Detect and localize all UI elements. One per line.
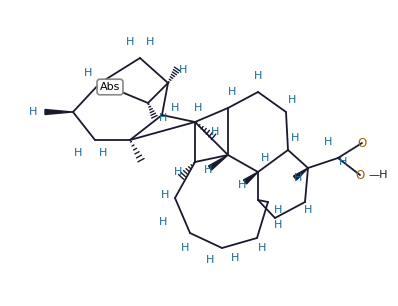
Text: O: O xyxy=(357,136,367,150)
Text: O: O xyxy=(355,169,365,181)
Text: H: H xyxy=(99,148,107,158)
Text: H: H xyxy=(291,133,299,143)
Text: H: H xyxy=(179,65,187,75)
Text: H: H xyxy=(274,220,282,230)
Text: H: H xyxy=(161,190,169,200)
Text: H: H xyxy=(339,157,347,167)
Polygon shape xyxy=(244,172,258,184)
Text: H: H xyxy=(294,173,302,183)
Text: —H: —H xyxy=(368,170,388,180)
Text: H: H xyxy=(171,103,179,113)
Text: H: H xyxy=(194,103,202,113)
Text: H: H xyxy=(261,153,269,163)
Text: H: H xyxy=(231,253,239,263)
Text: H: H xyxy=(324,137,332,147)
Text: H: H xyxy=(254,71,262,81)
Text: H: H xyxy=(146,37,154,47)
Text: H: H xyxy=(174,167,182,177)
Text: H: H xyxy=(258,243,266,253)
Text: H: H xyxy=(288,95,296,105)
Text: H: H xyxy=(126,37,134,47)
Text: H: H xyxy=(74,148,82,158)
Text: H: H xyxy=(211,127,219,137)
Text: H: H xyxy=(181,243,189,253)
Polygon shape xyxy=(209,155,228,170)
Text: H: H xyxy=(159,217,167,227)
Text: H: H xyxy=(84,68,92,78)
Text: H: H xyxy=(159,113,167,123)
Text: H: H xyxy=(228,87,236,97)
Text: H: H xyxy=(238,180,246,190)
Text: H: H xyxy=(204,165,212,175)
Text: H: H xyxy=(29,107,37,117)
Text: H: H xyxy=(206,255,214,265)
Text: H: H xyxy=(274,205,282,215)
Text: Abs: Abs xyxy=(100,82,120,92)
Text: H: H xyxy=(304,205,312,215)
Polygon shape xyxy=(293,168,308,180)
Polygon shape xyxy=(45,110,73,114)
